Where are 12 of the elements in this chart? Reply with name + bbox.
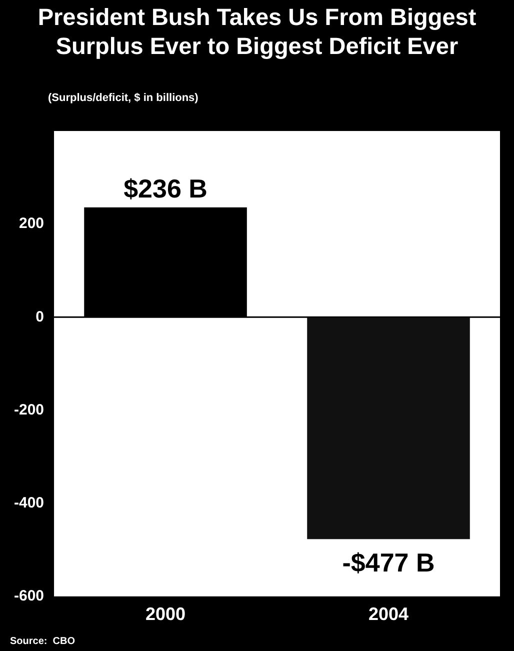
chart-title: President Bush Takes Us From Biggest Surplus Ever to Biggest Deficit Ever xyxy=(36,3,478,61)
data-label: -$477 B xyxy=(342,547,435,578)
source-note: Source: CBO xyxy=(10,636,76,647)
x-tick-label: 2004 xyxy=(368,604,409,624)
y-tick-label: -600 xyxy=(14,588,44,605)
y-tick-label: -200 xyxy=(14,401,44,418)
data-label: $236 B xyxy=(124,173,208,204)
y-tick-label: -400 xyxy=(14,494,44,512)
x-tick-label: 2000 xyxy=(145,604,186,624)
y-tick-label: 200 xyxy=(18,215,44,232)
y-tick-label: 0 xyxy=(36,308,44,326)
y-axis-title: (Surplus/deficit, $ in billions) xyxy=(48,92,198,104)
